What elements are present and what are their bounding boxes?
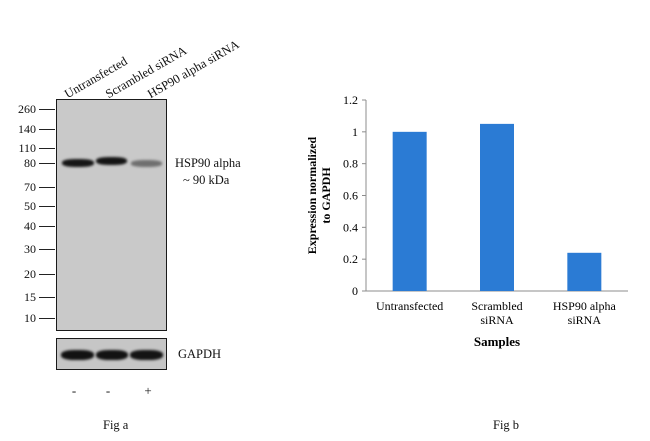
y-axis-label: Expression normalized to GAPDH: [305, 136, 333, 254]
bar: [567, 252, 602, 291]
bar: [480, 123, 514, 291]
treatment-hsp90-sirna: +: [144, 383, 152, 398]
x-tick-label: HSP90 alpha: [553, 299, 617, 313]
y-axis-label-line: Expression normalized: [305, 136, 319, 254]
mw-marker-40: 40: [24, 219, 36, 233]
mw-marker-80: 80: [24, 156, 36, 170]
mw-marker-140: 140: [18, 122, 36, 136]
x-tick-label: siRNA: [568, 313, 602, 327]
x-tick-label: Scrambled: [471, 299, 522, 313]
y-axis-label-line: to GAPDH: [319, 167, 333, 224]
treatment-scrambled: -: [105, 383, 111, 398]
hsp90-band-untransfected: [62, 159, 94, 167]
treatment-untransfected: -: [71, 383, 77, 398]
gapdh-blot-image: [56, 338, 167, 370]
y-tick-label: 0.2: [343, 252, 358, 266]
y-ticks: 0 0.2 0.4 0.6 0.8 1 1.2: [343, 93, 366, 298]
hsp90-band-hsp90-sirna: [131, 160, 162, 167]
x-tick-label: siRNA: [480, 313, 514, 327]
mw-tick: [39, 274, 55, 275]
y-tick-label: 0.8: [343, 157, 358, 171]
hsp90-band-scrambled: [96, 157, 127, 165]
fig-b-caption: Fig b: [493, 418, 520, 432]
gapdh-label: GAPDH: [178, 347, 222, 361]
mw-tick: [39, 163, 55, 164]
mw-tick: [39, 297, 55, 298]
x-tick-label: Untransfected: [376, 299, 443, 313]
mw-tick: [39, 109, 55, 110]
gapdh-band-untransfected: [61, 350, 94, 360]
gapdh-band-scrambled: [96, 350, 128, 360]
mw-marker-260: 260: [18, 102, 36, 116]
hsp90-size-label: ~ 90 kDa: [183, 173, 230, 187]
y-tick-label: 1.2: [343, 93, 358, 107]
hsp90-blot-image: [56, 99, 167, 331]
y-tick-label: 0: [352, 284, 358, 298]
x-axis-label: Samples: [474, 334, 520, 349]
mw-marker-20: 20: [24, 267, 36, 281]
mw-tick: [39, 187, 55, 188]
mw-tick: [39, 206, 55, 207]
mw-tick: [39, 249, 55, 250]
bars: [392, 123, 602, 291]
bar: [392, 131, 427, 291]
mw-marker-10: 10: [24, 311, 36, 325]
mw-marker-30: 30: [24, 242, 36, 256]
mw-marker-70: 70: [24, 180, 36, 194]
mw-tick: [39, 226, 55, 227]
mw-marker-110: 110: [18, 141, 36, 155]
mw-tick: [39, 129, 55, 130]
y-tick-label: 1: [352, 125, 358, 139]
mw-tick: [39, 318, 55, 319]
mw-tick: [39, 148, 55, 149]
hsp90-band-label: HSP90 alpha: [175, 156, 241, 170]
mw-marker-15: 15: [24, 290, 36, 304]
gapdh-band-hsp90-sirna: [130, 350, 163, 360]
y-tick-label: 0.4: [343, 220, 358, 234]
mw-marker-50: 50: [24, 199, 36, 213]
y-tick-label: 0.6: [343, 189, 358, 203]
fig-a-caption: Fig a: [103, 418, 129, 432]
